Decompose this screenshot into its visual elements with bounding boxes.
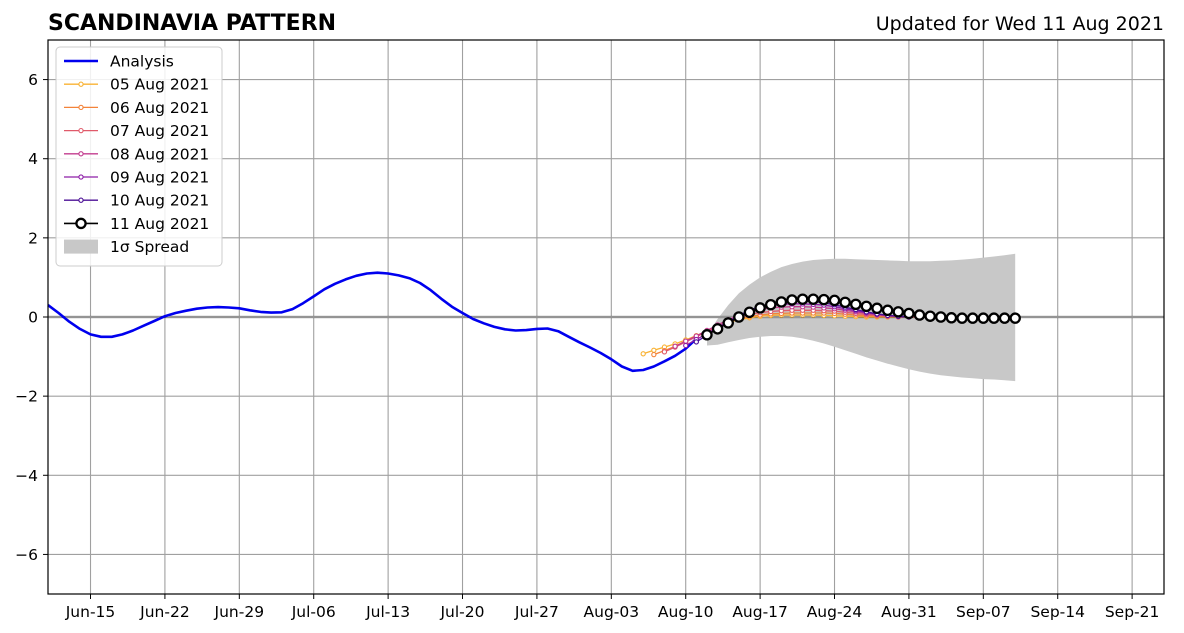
x-tick-label: Jun-22 — [139, 603, 190, 621]
legend-swatch-marker — [78, 104, 84, 111]
legend-label: 07 Aug 2021 — [110, 122, 209, 140]
forecast-11-aug-2021-point — [786, 294, 798, 306]
legend-label: 11 Aug 2021 — [110, 215, 209, 233]
analysis-line — [47, 271, 698, 373]
y-tick-label: 6 — [28, 71, 38, 89]
forecast-07-aug-2021-point — [661, 349, 668, 355]
chart-title: SCANDINAVIA PATTERN — [48, 11, 336, 36]
forecast-11-aug-2021-point — [977, 312, 990, 324]
forecast-11-aug-2021-point — [871, 302, 883, 315]
legend-label: 06 Aug 2021 — [110, 99, 209, 117]
x-tick-label: Jul-06 — [291, 603, 336, 621]
forecast-11-aug-2021-point — [796, 293, 809, 305]
forecast-11-aug-2021-point — [924, 310, 936, 322]
forecast-11-aug-2021-point — [733, 311, 745, 323]
x-tick-label: Sep-14 — [1030, 603, 1085, 621]
forecast-05-aug-2021-point — [651, 347, 657, 353]
y-tick-label: −6 — [15, 546, 38, 564]
forecast-11-aug-2021-point — [966, 312, 979, 324]
y-tick-label: −4 — [15, 467, 38, 485]
legend-swatch-marker — [78, 197, 84, 203]
forecast-11-aug-2021-point — [754, 302, 766, 314]
forecast-09-aug-2021-point — [683, 342, 689, 349]
forecast-11-aug-2021-point — [988, 312, 1000, 324]
legend-label: 1σ Spread — [110, 238, 189, 256]
forecast-11-aug-2021-point — [807, 293, 820, 305]
forecast-11-aug-2021-point — [701, 329, 713, 341]
forecast-11-aug-2021-point — [775, 296, 788, 308]
y-axis: −6 −4 −2 0 2 4 6 — [15, 71, 48, 564]
x-tick-label: Jun-29 — [214, 603, 265, 621]
legend-swatch-marker — [78, 127, 84, 134]
legend-swatch-marker — [78, 81, 84, 87]
forecast-05-aug-2021-point — [640, 351, 646, 357]
forecast-11-aug-2021-point — [1009, 312, 1021, 324]
x-tick-label: Jul-20 — [439, 603, 484, 621]
y-tick-label: 2 — [28, 229, 38, 247]
x-tick-label: Aug-24 — [807, 603, 863, 621]
forecast-11-aug-2021-point — [764, 298, 777, 311]
series-lines — [47, 271, 1021, 373]
y-tick-label: −2 — [15, 388, 38, 406]
x-tick-label: Sep-07 — [956, 603, 1011, 621]
legend-label: Analysis — [110, 53, 174, 71]
legend-label: 09 Aug 2021 — [110, 169, 209, 187]
y-tick-label: 0 — [28, 309, 38, 327]
forecast-11-aug-2021-point — [839, 296, 851, 309]
x-tick-label: Aug-31 — [881, 603, 937, 621]
x-tick-label: Aug-03 — [584, 603, 640, 621]
forecast-11-aug-2021-point — [722, 317, 734, 329]
x-tick-label: Jul-27 — [514, 603, 559, 621]
legend-swatch-marker — [78, 174, 84, 180]
forecast-11-aug-2021-point — [998, 312, 1011, 324]
legend-label: 10 Aug 2021 — [110, 192, 209, 210]
forecast-11-aug-2021-point — [743, 306, 756, 319]
legend-label: 08 Aug 2021 — [110, 145, 209, 163]
forecast-11-aug-2021-point — [881, 304, 894, 317]
forecast-11-aug-2021-point — [818, 293, 830, 306]
forecast-11-aug-2021-point — [711, 323, 724, 335]
x-tick-label: Jun-15 — [65, 603, 116, 621]
legend-swatch-spread — [64, 239, 98, 254]
forecast-06-aug-2021-point — [651, 351, 657, 358]
chart-subtitle: Updated for Wed 11 Aug 2021 — [876, 13, 1164, 35]
forecast-11-aug-2021-point — [935, 311, 947, 323]
x-tick-label: Sep-21 — [1105, 603, 1160, 621]
legend: Analysis 05 Aug 2021 06 Aug 2021 07 Aug 202… — [55, 46, 223, 267]
forecast-11-aug-2021-point — [860, 300, 873, 313]
forecast-11-aug-2021-point — [903, 307, 915, 320]
forecast-11-aug-2021-point — [892, 306, 905, 318]
legend-swatch-marker — [78, 151, 84, 157]
forecast-08-aug-2021-point — [672, 343, 678, 349]
forecast-11-aug-2021-point — [945, 312, 958, 324]
forecast-11-aug-2021-point — [913, 309, 926, 321]
legend-swatch-marker — [75, 217, 87, 230]
forecast-10-aug-2021-point — [693, 339, 699, 345]
x-tick-label: Jul-13 — [365, 603, 410, 621]
y-tick-label: 4 — [28, 150, 38, 168]
forecast-11-aug-2021-point — [956, 312, 968, 324]
legend-box — [55, 46, 223, 267]
forecast-08-aug-2021-point — [683, 338, 689, 344]
forecast-11-aug-2021-point — [828, 294, 841, 307]
x-tick-label: Aug-17 — [732, 603, 788, 621]
forecast-11-aug-2021-point — [850, 298, 862, 311]
x-tick-label: Aug-10 — [658, 603, 714, 621]
legend-label: 05 Aug 2021 — [110, 76, 209, 94]
x-axis: Jun-15 Jun-22 Jun-29 Jul-06 Jul-13 Jul-20 Jul-… — [65, 594, 1160, 621]
